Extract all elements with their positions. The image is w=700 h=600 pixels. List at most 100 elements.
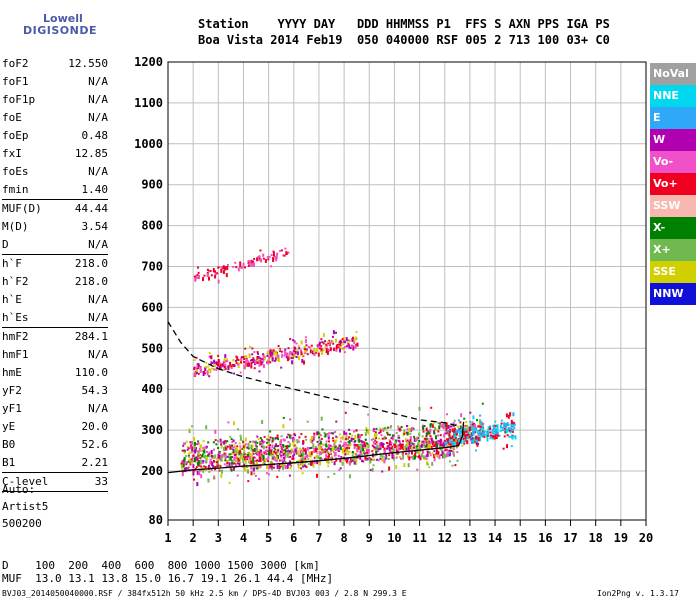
echo-point <box>293 340 296 343</box>
echo-point <box>207 441 210 444</box>
echo-point <box>254 474 257 477</box>
echo-point <box>333 347 336 350</box>
echo-point <box>490 434 493 437</box>
echo-point <box>416 451 419 454</box>
echo-point <box>209 466 212 469</box>
echo-point <box>294 351 297 353</box>
echo-point <box>240 452 243 457</box>
echo-point <box>452 439 455 441</box>
echo-point <box>227 421 230 424</box>
echo-point <box>366 451 369 454</box>
echo-point <box>403 445 406 448</box>
echo-point <box>223 452 226 455</box>
echo-point <box>428 432 431 434</box>
echo-point <box>432 439 435 442</box>
echo-point <box>271 444 274 449</box>
echo-point <box>313 434 316 439</box>
echo-point <box>414 438 417 441</box>
echo-point <box>406 431 409 436</box>
echo-point <box>435 435 437 440</box>
echo-point <box>381 470 384 473</box>
echo-point <box>366 457 368 460</box>
echo-point <box>446 430 449 432</box>
echo-point <box>346 443 349 446</box>
param-row-h-f2: h`F2 218.0 <box>2 273 108 291</box>
echo-point <box>196 461 199 466</box>
echo-point <box>385 457 388 460</box>
echo-point <box>444 432 447 435</box>
echo-point <box>482 422 485 425</box>
echo-point <box>351 344 354 349</box>
echo-point <box>418 406 421 411</box>
echo-point <box>258 478 260 480</box>
echo-point <box>260 453 263 456</box>
echo-point <box>344 438 347 441</box>
echo-point <box>343 430 346 435</box>
echo-point <box>380 434 383 437</box>
echo-point <box>247 360 250 363</box>
echo-point <box>411 450 413 455</box>
echo-point <box>279 443 282 446</box>
echo-point <box>293 451 296 454</box>
echo-point <box>324 450 327 453</box>
echo-point <box>307 346 310 348</box>
echo-point <box>316 344 319 347</box>
echo-point <box>427 440 430 443</box>
echo-point <box>236 474 239 477</box>
echo-point <box>256 257 259 262</box>
echo-point <box>301 442 304 445</box>
echo-point <box>206 458 209 460</box>
param-separator <box>2 327 108 328</box>
echo-point <box>196 450 199 453</box>
param-name: foF2 <box>2 57 29 70</box>
echo-point <box>352 336 354 339</box>
echo-point <box>204 366 207 369</box>
echo-point <box>224 354 227 359</box>
echo-point <box>202 468 205 473</box>
echo-point <box>512 423 515 426</box>
echo-point <box>283 439 286 442</box>
echo-point <box>229 445 232 450</box>
echo-point <box>469 423 472 426</box>
echo-point <box>409 439 412 444</box>
echo-point <box>428 444 431 448</box>
echo-point <box>262 353 265 356</box>
echo-point <box>448 433 451 438</box>
param-name: hmF1 <box>2 348 29 361</box>
echo-point <box>376 444 379 449</box>
echo-point <box>319 444 322 447</box>
echo-point <box>381 457 384 462</box>
echo-point <box>207 269 209 272</box>
echo-point <box>298 436 301 439</box>
echo-point <box>411 446 414 451</box>
echo-point <box>419 446 422 451</box>
echo-point <box>199 369 202 373</box>
echo-point <box>494 431 497 436</box>
echo-point <box>335 435 338 438</box>
echo-point <box>250 455 253 460</box>
echo-point <box>229 453 232 456</box>
echo-point <box>510 424 513 429</box>
echo-point <box>413 447 415 450</box>
echo-point <box>218 451 221 454</box>
legend-item-ssw: SSW <box>650 195 696 217</box>
echo-point <box>416 436 419 441</box>
echo-point <box>224 459 227 462</box>
echo-point <box>325 351 328 353</box>
echo-point <box>217 354 220 357</box>
echo-point <box>319 440 322 445</box>
echo-point <box>326 445 329 448</box>
echo-point <box>378 447 381 450</box>
echo-point <box>350 437 353 440</box>
echo-point <box>271 353 274 358</box>
echo-point <box>320 446 323 448</box>
y-tick-label: 300 <box>141 423 163 437</box>
echo-point <box>226 459 229 462</box>
echo-point <box>252 458 255 463</box>
echo-point <box>206 371 209 376</box>
echo-point <box>195 466 198 469</box>
echo-point <box>260 445 263 448</box>
echo-point <box>493 437 496 440</box>
echo-point <box>224 457 227 460</box>
